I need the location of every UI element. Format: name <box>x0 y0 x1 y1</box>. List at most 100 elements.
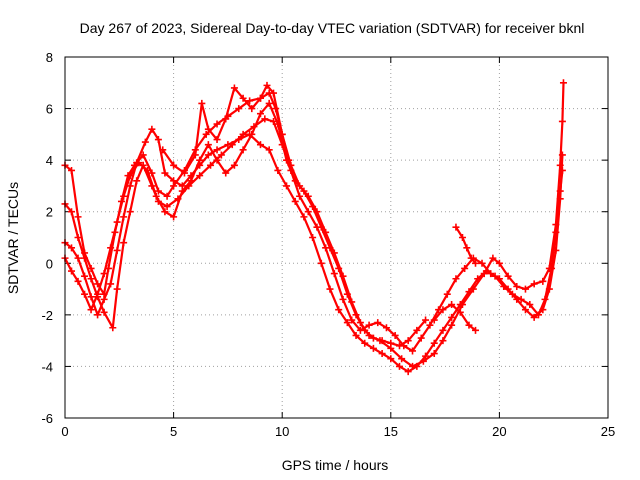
data-point-marker <box>417 334 425 342</box>
data-point-marker <box>246 97 254 105</box>
data-point-marker <box>120 213 128 221</box>
data-point-marker <box>265 146 273 154</box>
data-point-marker <box>304 208 312 216</box>
data-point-marker <box>534 311 542 319</box>
data-point-marker <box>191 151 199 159</box>
data-point-marker <box>256 141 264 149</box>
data-point-marker <box>126 208 134 216</box>
data-point-marker <box>326 244 334 252</box>
data-point-marker <box>343 319 351 327</box>
data-point-marker <box>472 259 480 267</box>
data-point-marker <box>335 306 343 314</box>
data-point-marker <box>87 306 95 314</box>
series-line <box>433 303 477 332</box>
data-point-marker <box>352 311 360 319</box>
data-point-marker <box>74 213 82 221</box>
data-point-marker <box>439 337 447 345</box>
data-point-marker <box>248 130 256 138</box>
data-point-marker <box>317 223 325 231</box>
data-point-marker <box>159 146 167 154</box>
x-tick-labels: 0 5 10 15 20 25 <box>61 424 615 439</box>
data-point-marker <box>161 169 169 177</box>
data-point-marker <box>274 166 282 174</box>
data-point-marker <box>439 326 447 334</box>
data-point-marker <box>504 272 512 280</box>
data-point-marker <box>556 187 564 195</box>
data-point-marker <box>170 177 178 185</box>
series-track-5 <box>159 81 293 177</box>
data-point-marker <box>395 342 403 350</box>
data-point-marker <box>239 146 247 154</box>
series-track-7 <box>430 301 480 334</box>
data-point-marker <box>474 275 482 283</box>
data-point-marker <box>74 254 82 262</box>
y-tick-label: -6 <box>41 411 53 426</box>
data-point-marker <box>144 166 152 174</box>
data-point-marker <box>94 311 102 319</box>
data-point-marker <box>335 264 343 272</box>
data-point-marker <box>558 117 566 125</box>
data-point-marker <box>204 141 212 149</box>
data-point-marker <box>452 223 460 231</box>
data-point-marker <box>100 308 108 316</box>
data-point-marker <box>224 141 232 149</box>
data-point-marker <box>68 244 76 252</box>
data-point-marker <box>135 159 143 167</box>
series-line <box>161 84 290 175</box>
data-point-marker <box>170 161 178 169</box>
grid <box>65 57 608 418</box>
data-point-marker <box>521 285 529 293</box>
series-track-3 <box>61 125 566 376</box>
data-point-marker <box>94 290 102 298</box>
data-point-marker <box>339 295 347 303</box>
data-point-marker <box>161 208 169 216</box>
data-point-marker <box>309 234 317 241</box>
y-tick-label: 0 <box>46 256 53 271</box>
data-point-marker <box>452 275 460 283</box>
data-point-marker <box>361 326 369 334</box>
data-point-marker <box>154 187 162 195</box>
data-point-marker <box>100 295 108 303</box>
data-point-marker <box>465 288 473 296</box>
data-point-marker <box>395 362 403 370</box>
data-point-marker <box>456 308 464 316</box>
data-point-marker <box>413 326 421 334</box>
data-point-marker <box>107 244 115 252</box>
data-point-marker <box>517 295 525 303</box>
data-point-marker <box>404 337 412 345</box>
data-point-marker <box>126 172 134 180</box>
data-point-marker <box>217 151 225 159</box>
y-tick-label: 8 <box>46 50 53 65</box>
data-point-marker <box>300 187 308 195</box>
data-point-marker <box>204 151 212 159</box>
data-point-marker <box>296 192 304 200</box>
data-point-marker <box>422 316 430 324</box>
data-point-marker <box>235 105 243 113</box>
data-point-marker <box>461 264 469 272</box>
series-track-2 <box>61 115 566 355</box>
data-point-marker <box>113 285 121 293</box>
data-point-marker <box>426 321 434 329</box>
data-point-marker <box>548 264 556 272</box>
data-point-marker <box>196 172 204 180</box>
series-track-4 <box>61 99 430 350</box>
data-point-marker <box>100 270 108 278</box>
data-point-marker <box>152 192 160 200</box>
data-point-marker <box>448 321 456 329</box>
y-tick-label: -2 <box>41 308 53 323</box>
data-point-marker <box>448 301 456 309</box>
data-point-marker <box>300 213 308 221</box>
y-tick-label: 6 <box>46 102 53 117</box>
data-point-marker <box>87 275 95 283</box>
data-point-marker <box>222 115 230 123</box>
data-point-marker <box>456 301 464 309</box>
data-point-marker <box>530 313 538 321</box>
y-tick-labels: -6 -4 -2 0 2 4 6 8 <box>41 50 53 426</box>
data-point-marker <box>489 254 497 262</box>
data-point-marker <box>352 331 360 339</box>
data-point-marker <box>198 99 206 107</box>
x-tick-label: 15 <box>384 424 398 439</box>
data-point-marker <box>448 313 456 321</box>
